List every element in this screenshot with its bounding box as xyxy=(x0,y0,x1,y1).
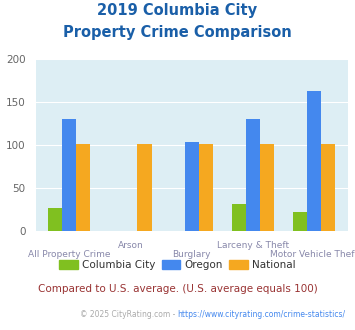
Bar xyxy=(307,91,321,231)
Text: Arson: Arson xyxy=(118,241,143,250)
Text: All Property Crime: All Property Crime xyxy=(28,250,110,259)
Text: 2019 Columbia City: 2019 Columbia City xyxy=(97,3,258,18)
Bar xyxy=(232,204,246,231)
Legend: Columbia City, Oregon, National: Columbia City, Oregon, National xyxy=(55,256,300,274)
Text: https://www.cityrating.com/crime-statistics/: https://www.cityrating.com/crime-statist… xyxy=(178,310,346,319)
Bar xyxy=(62,119,76,231)
Text: Burglary: Burglary xyxy=(173,250,211,259)
Bar xyxy=(199,144,213,231)
Text: Motor Vehicle Theft: Motor Vehicle Theft xyxy=(270,250,355,259)
Bar xyxy=(48,208,62,231)
Bar xyxy=(185,142,199,231)
Text: © 2025 CityRating.com -: © 2025 CityRating.com - xyxy=(80,310,178,319)
Bar xyxy=(321,144,335,231)
Bar xyxy=(137,144,152,231)
Text: Compared to U.S. average. (U.S. average equals 100): Compared to U.S. average. (U.S. average … xyxy=(38,284,317,294)
Bar xyxy=(293,212,307,231)
Bar xyxy=(76,144,90,231)
Bar xyxy=(246,118,260,231)
Bar xyxy=(260,144,274,231)
Text: Property Crime Comparison: Property Crime Comparison xyxy=(63,25,292,40)
Text: Larceny & Theft: Larceny & Theft xyxy=(217,241,289,250)
